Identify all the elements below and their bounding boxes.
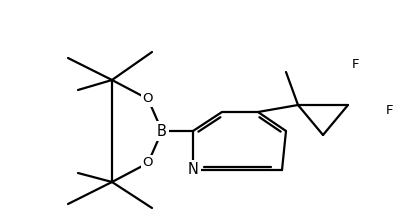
Text: O: O — [142, 92, 153, 105]
Text: N: N — [187, 162, 198, 178]
Text: O: O — [142, 157, 153, 170]
Text: B: B — [157, 124, 166, 138]
Text: F: F — [351, 59, 359, 71]
Text: F: F — [385, 103, 393, 116]
